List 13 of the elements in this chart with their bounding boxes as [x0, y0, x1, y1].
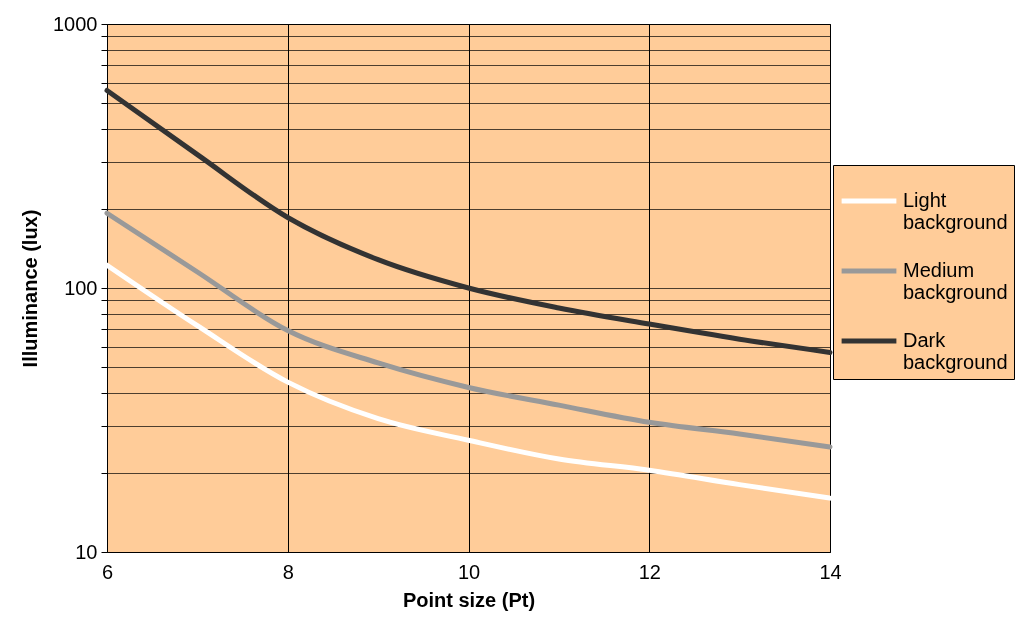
legend-label: Medium background: [903, 259, 1008, 303]
y-axis-title: Illuminance (lux): [19, 209, 42, 368]
y-tick-label: 10: [75, 540, 98, 563]
legend-label: Light background: [903, 189, 1008, 233]
legend-label: Dark background: [903, 329, 1008, 373]
x-tick-label: 14: [819, 560, 842, 583]
x-axis-title: Point size (Pt): [402, 588, 536, 611]
x-tick-label: 8: [282, 560, 294, 583]
y-tick-label: 100: [64, 276, 98, 299]
x-tick-label: 12: [638, 560, 661, 583]
x-tick-label: 10: [457, 560, 481, 583]
y-tick-label: 1000: [53, 12, 98, 35]
x-tick-label: 6: [101, 560, 114, 583]
